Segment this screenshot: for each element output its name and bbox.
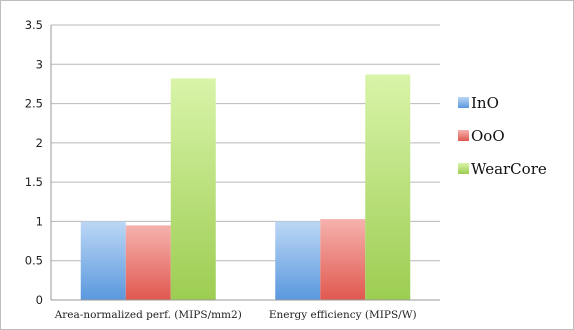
y-tick-label: 2 (36, 136, 43, 150)
legend: InO OoO WearCore (458, 94, 547, 178)
bar-ino-1 (80, 221, 126, 300)
legend-swatch-ooo (458, 130, 469, 141)
y-tick-label: 0.5 (25, 254, 43, 268)
legend-label-ino: InO (471, 94, 499, 112)
bar-wearcore-1 (170, 78, 216, 300)
y-tick-label: 1 (36, 214, 43, 228)
y-tick-label: 1.5 (25, 175, 43, 189)
y-tick-label: 2.5 (25, 97, 43, 111)
legend-swatch-wearcore (458, 163, 469, 174)
x-category-labels: Area-normalized perf. (MIPS/mm2) Energy e… (54, 309, 417, 321)
bar-ino-2 (275, 221, 321, 300)
y-tick-label: 3 (36, 57, 43, 71)
legend-label-ooo: OoO (471, 127, 505, 145)
bar-ooo-1 (125, 225, 171, 300)
bar-wearcore-2 (365, 74, 411, 300)
x-category-label: Energy efficiency (MIPS/W) (269, 309, 417, 321)
x-category-label: Area-normalized perf. (MIPS/mm2) (54, 309, 242, 321)
y-tick-labels: 0 0.5 1 1.5 2 2.5 3 3.5 (25, 18, 43, 307)
legend-label-wearcore: WearCore (471, 160, 547, 178)
axes (50, 25, 440, 301)
y-tick-label: 0 (36, 293, 43, 307)
y-tick-label: 3.5 (25, 18, 43, 32)
legend-swatch-ino (458, 97, 469, 108)
bars (80, 74, 411, 300)
bar-ooo-2 (320, 219, 366, 300)
